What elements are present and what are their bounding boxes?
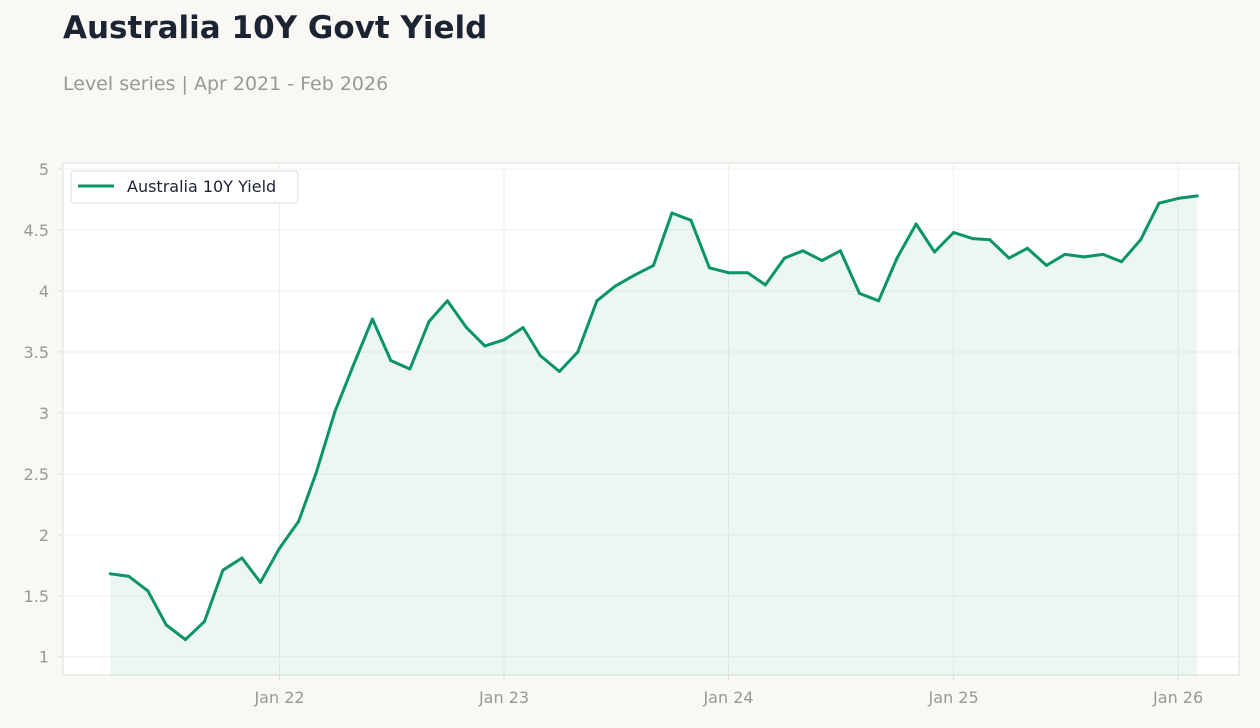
data-point: [914, 222, 918, 226]
data-point: [351, 363, 355, 367]
data-point: [727, 271, 730, 275]
series-area-fill: [110, 195, 1198, 675]
data-point: [707, 266, 711, 270]
chart-subtitle: Level series | Apr 2021 - Feb 2026: [63, 73, 389, 95]
data-point: [389, 359, 393, 362]
data-point: [971, 237, 975, 241]
y-tick-label: 1: [39, 648, 49, 667]
data-point: [538, 354, 542, 358]
data-point: [952, 231, 956, 234]
y-tick-label: 2.5: [24, 465, 49, 484]
data-point: [258, 580, 262, 584]
data-point: [278, 546, 281, 550]
chart-title: Australia 10Y Govt Yield: [63, 10, 488, 46]
data-point: [613, 284, 617, 288]
x-tick-label: Jan 26: [1152, 688, 1203, 707]
y-tick-label: 1.5: [24, 587, 49, 606]
legend-label: Australia 10Y Yield: [127, 177, 276, 196]
data-point: [1101, 252, 1105, 256]
data-point: [445, 299, 449, 303]
data-point: [314, 472, 318, 476]
data-point: [933, 250, 936, 254]
data-point: [689, 218, 693, 222]
data-point: [895, 256, 899, 260]
data-point: [988, 238, 992, 242]
data-point: [1063, 252, 1067, 256]
data-point: [427, 320, 431, 323]
data-point: [483, 344, 487, 348]
data-point: [164, 623, 168, 627]
data-point: [1176, 196, 1180, 200]
data-point: [1120, 260, 1123, 264]
data-point: [783, 256, 786, 260]
data-point: [670, 211, 674, 215]
data-point: [1195, 194, 1199, 198]
data-point: [820, 259, 824, 262]
data-point: [801, 249, 805, 253]
data-point: [521, 326, 525, 330]
x-tick-label: Jan 23: [478, 688, 529, 707]
data-point: [221, 568, 225, 572]
data-point: [408, 367, 412, 371]
data-point: [108, 572, 112, 576]
data-point: [763, 283, 767, 287]
data-point: [370, 317, 374, 321]
y-tick-label: 4.5: [24, 221, 49, 240]
x-tick-label: Jan 24: [702, 688, 753, 707]
data-point: [1025, 246, 1029, 250]
data-point: [1007, 256, 1011, 260]
y-tick-label: 2: [39, 526, 49, 545]
data-point: [838, 249, 842, 253]
y-tick-label: 5: [39, 160, 49, 179]
data-point: [746, 271, 750, 275]
data-point: [297, 519, 301, 523]
data-point: [632, 273, 636, 277]
data-point: [146, 589, 150, 593]
data-point: [557, 370, 561, 373]
plot-area: [62, 162, 1240, 676]
y-tick-label: 4: [39, 282, 49, 301]
data-point: [595, 299, 599, 303]
data-point: [203, 619, 206, 623]
data-point: [1139, 238, 1143, 242]
data-point: [1157, 201, 1161, 205]
data-point: [333, 410, 337, 414]
x-tick-label: Jan 22: [253, 688, 304, 707]
data-point: [127, 574, 131, 578]
x-tick-label: Jan 25: [928, 688, 979, 707]
data-point: [877, 299, 881, 303]
data-point: [1045, 263, 1048, 267]
data-point: [576, 350, 580, 354]
data-point: [502, 338, 506, 342]
data-point: [652, 263, 655, 267]
data-point: [858, 291, 861, 295]
y-tick-label: 3: [39, 404, 49, 423]
legend-box: [70, 170, 299, 204]
data-point: [240, 556, 244, 560]
y-tick-label: 3.5: [24, 343, 49, 362]
data-point: [1082, 255, 1086, 259]
data-point: [183, 638, 187, 642]
data-point: [465, 326, 468, 330]
